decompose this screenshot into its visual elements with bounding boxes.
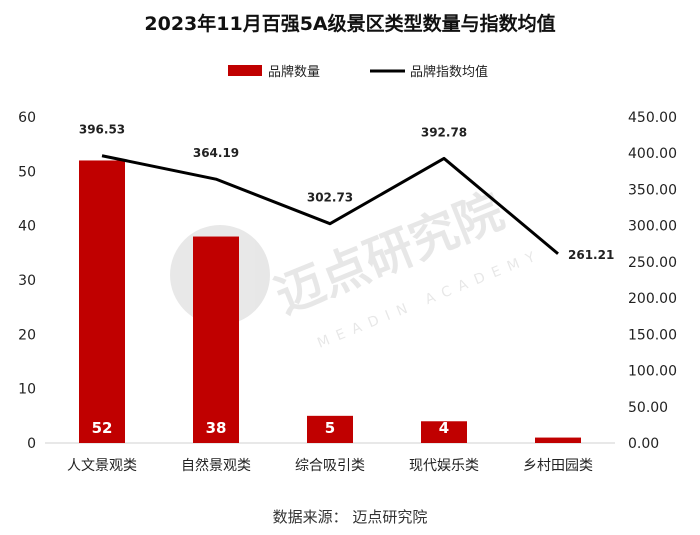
y-left-tick-label: 0 [27, 436, 36, 452]
bar [307, 415, 353, 443]
y-left-tick-label: 10 [18, 382, 36, 398]
y-right-tick-label: 150.00 [628, 327, 677, 343]
line-value-label: 396.53 [79, 123, 125, 137]
bar-value-label: 4 [439, 419, 449, 437]
index-line [101, 154, 559, 255]
y-right-tick-label: 50.00 [628, 400, 668, 416]
legend-bar-swatch [228, 65, 262, 76]
bar-value-label: 52 [92, 419, 113, 437]
y-left-tick-label: 50 [18, 164, 36, 180]
axes: 0 10 20 30 40 50 60 0.00 50.00 100.00 150.00 200.00… [18, 110, 677, 474]
y-right-tick-label: 400.00 [628, 146, 677, 162]
svg-text:迈点研究院: 迈点研究院 [268, 183, 512, 325]
x-tick-label: 人文景观类 [67, 458, 137, 474]
y-right-tick-label: 300.00 [628, 219, 677, 235]
x-tick-label: 现代娱乐类 [409, 458, 479, 474]
x-tick-label: 自然景观类 [181, 457, 251, 474]
y-right-tick-label: 250.00 [628, 255, 677, 271]
y-right-tick-label: 100.00 [628, 364, 677, 380]
x-tick-label: 乡村田园类 [523, 458, 593, 474]
y-left-tick-label: 30 [18, 273, 36, 289]
legend-bar-label: 品牌数量 [268, 64, 320, 80]
legend-line-label: 品牌指数均值 [410, 64, 488, 80]
line-value-label: 302.73 [307, 191, 353, 205]
y-right-tick-label: 350.00 [628, 182, 677, 198]
line-value-label: 392.78 [421, 125, 467, 139]
y-left-tick-label: 60 [18, 110, 36, 126]
x-tick-label: 综合吸引类 [295, 458, 365, 474]
y-right-tick-label: 0.00 [628, 436, 659, 452]
bar-value-label: 5 [325, 419, 335, 437]
bar [421, 421, 467, 443]
y-left-tick-label: 20 [18, 327, 36, 343]
bars: 52 38 5 4 1 [79, 160, 581, 443]
y-left-tick-label: 40 [18, 219, 36, 235]
chart-title: 2023年11月百强5A级景区类型数量与指数均值 [144, 12, 555, 35]
bar-value-label: 1 [555, 426, 561, 436]
line-series: 396.53 364.19 302.73 392.78 261.21 [79, 123, 614, 262]
legend: 品牌数量 品牌指数均值 [228, 64, 488, 80]
bar [193, 236, 239, 443]
bar [535, 437, 581, 443]
source-note: 数据来源： 迈点研究院 [273, 508, 428, 526]
line-value-label: 364.19 [193, 146, 239, 160]
y-right-tick-label: 450.00 [628, 110, 677, 126]
y-right-tick-label: 200.00 [628, 291, 677, 307]
line-value-label: 261.21 [568, 248, 614, 262]
bar-value-label: 38 [206, 419, 227, 437]
bar [79, 160, 125, 443]
